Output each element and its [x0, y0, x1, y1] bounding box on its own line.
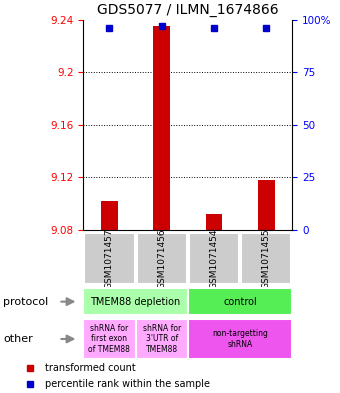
Text: shRNA for
first exon
of TMEM88: shRNA for first exon of TMEM88: [88, 324, 130, 354]
Bar: [206, 214, 222, 230]
Text: GSM1071454: GSM1071454: [209, 228, 219, 288]
Bar: [83, 288, 188, 316]
Bar: [241, 233, 291, 284]
Text: other: other: [3, 334, 33, 344]
Bar: [153, 26, 170, 230]
Text: GSM1071456: GSM1071456: [157, 228, 166, 289]
Text: shRNA for
3'UTR of
TMEM88: shRNA for 3'UTR of TMEM88: [142, 324, 181, 354]
Bar: [136, 319, 188, 359]
Bar: [189, 233, 239, 284]
Text: TMEM88 depletion: TMEM88 depletion: [90, 297, 181, 307]
Text: percentile rank within the sample: percentile rank within the sample: [45, 379, 210, 389]
Bar: [137, 233, 187, 284]
Bar: [188, 319, 292, 359]
Title: GDS5077 / ILMN_1674866: GDS5077 / ILMN_1674866: [97, 3, 279, 17]
Text: control: control: [223, 297, 257, 307]
Text: protocol: protocol: [3, 297, 49, 307]
Text: non-targetting
shRNA: non-targetting shRNA: [212, 329, 268, 349]
Bar: [83, 319, 136, 359]
Text: GSM1071455: GSM1071455: [262, 228, 271, 289]
Bar: [101, 201, 118, 230]
Text: transformed count: transformed count: [45, 363, 136, 373]
Bar: [258, 180, 275, 230]
Bar: [84, 233, 135, 284]
Bar: [188, 288, 292, 316]
Text: GSM1071457: GSM1071457: [105, 228, 114, 289]
